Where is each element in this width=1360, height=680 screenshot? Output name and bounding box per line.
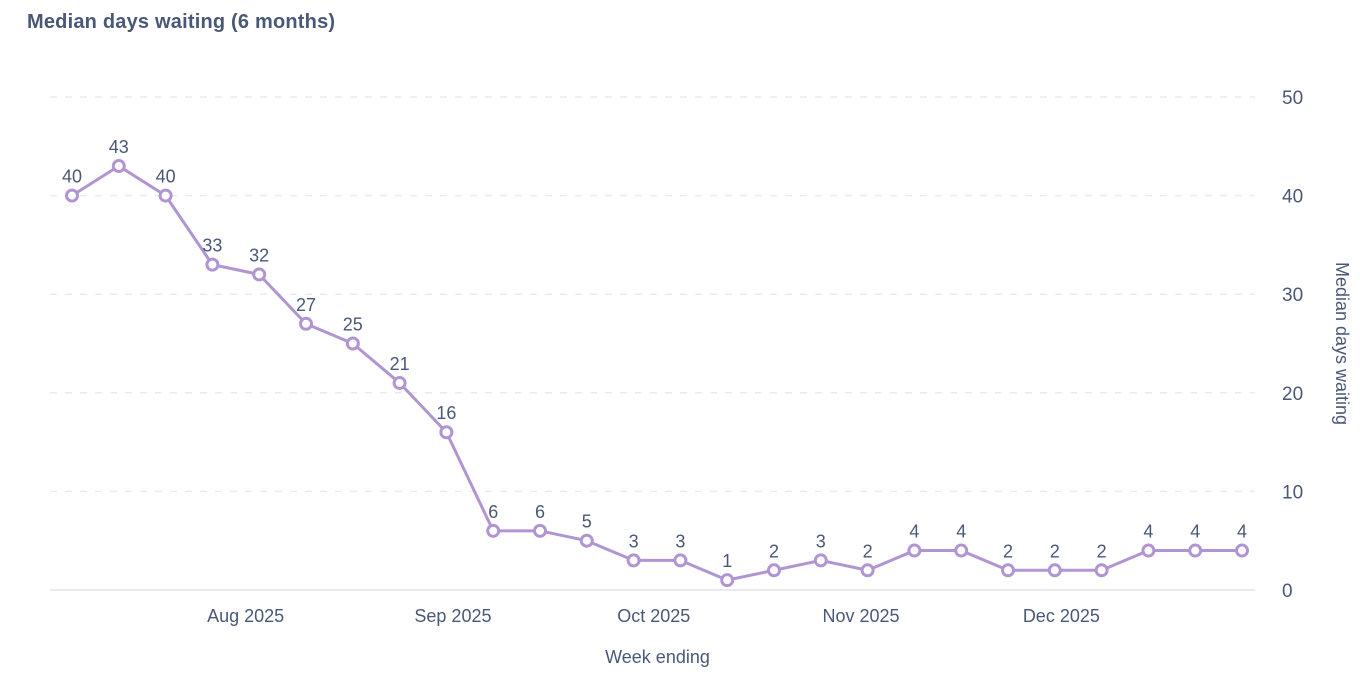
data-point-label: 40 bbox=[156, 167, 176, 187]
data-point-label: 43 bbox=[109, 137, 129, 157]
data-point-label: 33 bbox=[202, 236, 222, 256]
data-point-label: 6 bbox=[488, 502, 498, 522]
data-point-marker[interactable] bbox=[626, 553, 641, 568]
data-point-marker[interactable] bbox=[439, 425, 454, 440]
data-point-marker[interactable] bbox=[486, 523, 501, 538]
data-point-marker[interactable] bbox=[907, 543, 922, 558]
y-tick-label: 20 bbox=[1282, 384, 1303, 405]
data-point-marker[interactable] bbox=[673, 553, 688, 568]
data-point-marker[interactable] bbox=[299, 316, 313, 331]
series-line bbox=[70, 164, 1244, 582]
data-point-marker[interactable] bbox=[533, 523, 547, 538]
y-axis-title: Median days waiting bbox=[1332, 262, 1352, 425]
data-point-marker[interactable] bbox=[252, 267, 267, 282]
data-point-label: 25 bbox=[343, 315, 363, 335]
y-tick-label: 40 bbox=[1282, 187, 1303, 208]
data-point-label: 40 bbox=[62, 167, 82, 187]
data-point-label: 2 bbox=[1050, 541, 1060, 561]
x-tick-label: Oct 2025 bbox=[617, 606, 690, 626]
data-point-label: 2 bbox=[863, 541, 873, 561]
x-tick-label: Dec 2025 bbox=[1023, 606, 1100, 626]
data-point-label: 32 bbox=[249, 245, 269, 265]
data-point-label: 3 bbox=[629, 531, 639, 551]
data-point-label: 2 bbox=[1003, 541, 1013, 561]
data-point-label: 5 bbox=[582, 512, 592, 532]
data-point-marker[interactable] bbox=[954, 543, 969, 558]
data-point-marker[interactable] bbox=[158, 188, 173, 203]
data-point-label: 6 bbox=[535, 502, 545, 522]
y-tick-label: 10 bbox=[1282, 482, 1303, 503]
data-point-marker[interactable] bbox=[720, 573, 735, 588]
x-tick-label: Aug 2025 bbox=[207, 606, 284, 626]
data-point-label: 4 bbox=[956, 522, 966, 542]
data-point-marker[interactable] bbox=[1188, 543, 1203, 558]
data-point-label: 2 bbox=[1097, 541, 1107, 561]
data-point-label: 21 bbox=[390, 354, 410, 374]
data-point-label: 16 bbox=[436, 403, 456, 423]
y-tick-label: 0 bbox=[1282, 581, 1293, 602]
data-point-marker[interactable] bbox=[860, 563, 875, 578]
data-point-marker[interactable] bbox=[392, 375, 407, 390]
data-point-label: 2 bbox=[769, 541, 779, 561]
x-tick-label: Sep 2025 bbox=[414, 606, 491, 626]
data-point-label: 4 bbox=[1237, 522, 1247, 542]
data-point-label: 27 bbox=[296, 295, 316, 315]
chart-title: Median days waiting (6 months) bbox=[27, 11, 336, 33]
data-point-marker[interactable] bbox=[767, 563, 781, 578]
data-point-marker[interactable] bbox=[345, 336, 360, 351]
x-axis-title: Week ending bbox=[605, 647, 710, 667]
y-tick-label: 50 bbox=[1282, 88, 1303, 109]
data-point-marker[interactable] bbox=[111, 159, 126, 174]
data-point-marker[interactable] bbox=[65, 188, 79, 203]
data-point-marker[interactable] bbox=[579, 533, 594, 548]
data-point-marker[interactable] bbox=[1047, 563, 1062, 578]
data-point-label: 4 bbox=[1190, 522, 1200, 542]
data-point-marker[interactable] bbox=[1235, 543, 1249, 558]
data-point-label: 1 bbox=[722, 551, 732, 571]
x-tick-label: Nov 2025 bbox=[823, 606, 900, 626]
data-point-marker[interactable] bbox=[1094, 563, 1109, 578]
data-point-marker[interactable] bbox=[1141, 543, 1156, 558]
data-point-label: 3 bbox=[675, 531, 685, 551]
data-point-marker[interactable] bbox=[1001, 563, 1015, 578]
data-point-marker[interactable] bbox=[205, 257, 220, 272]
data-point-marker[interactable] bbox=[813, 553, 828, 568]
data-point-label: 4 bbox=[909, 522, 919, 542]
data-point-label: 3 bbox=[816, 531, 826, 551]
y-tick-label: 30 bbox=[1282, 285, 1303, 306]
data-point-label: 4 bbox=[1143, 522, 1153, 542]
